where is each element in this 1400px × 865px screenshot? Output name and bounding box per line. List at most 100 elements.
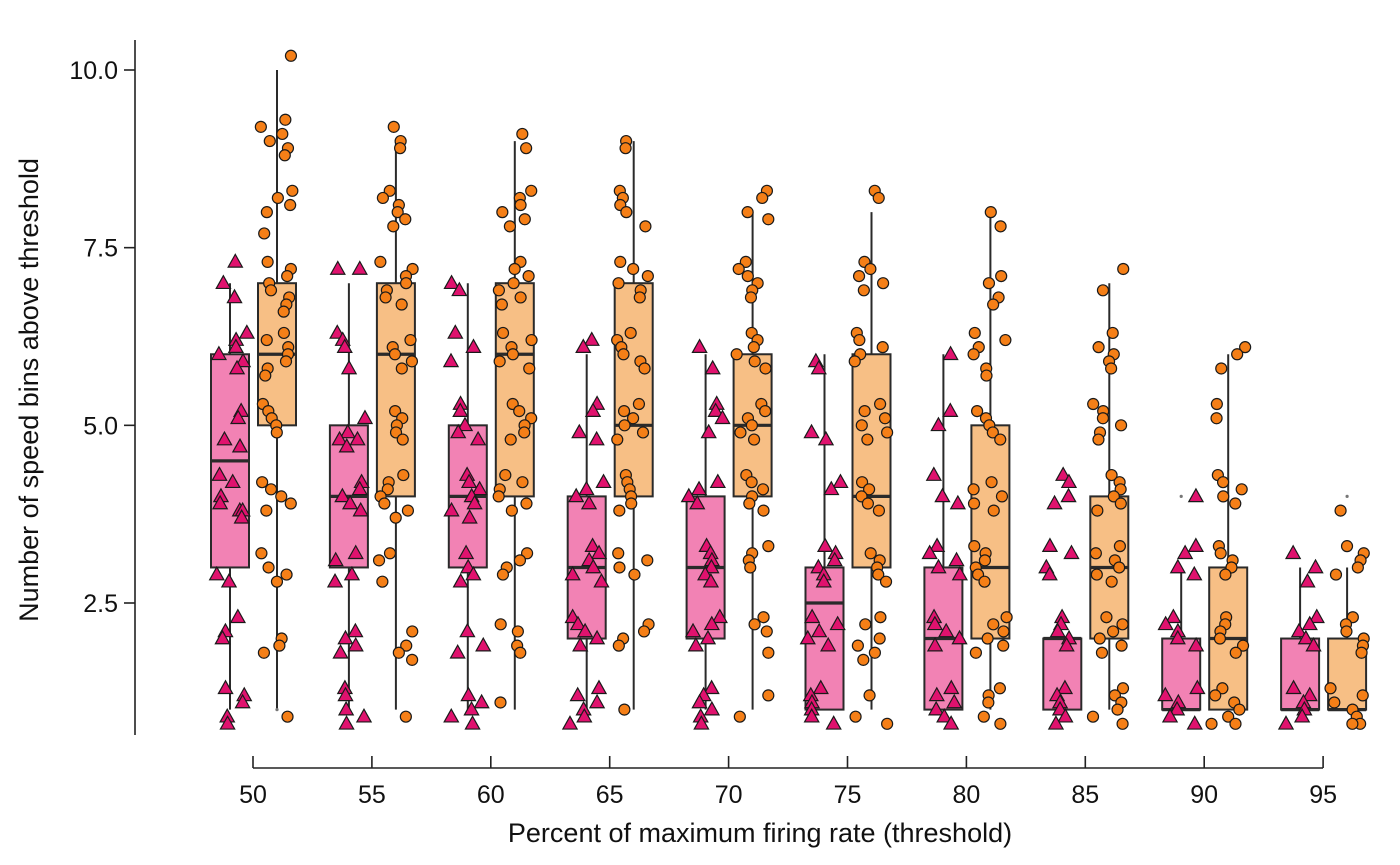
x-tick-label: 95: [1309, 781, 1337, 809]
data-point-circle: [756, 191, 769, 205]
data-point-circle: [1096, 284, 1110, 297]
data-point-circle: [1213, 632, 1227, 645]
data-point-circle: [641, 269, 654, 283]
data-point-triangle: [590, 544, 608, 560]
data-point-circle: [520, 497, 533, 510]
data-point-circle: [405, 355, 419, 368]
x-tick-label: 70: [715, 781, 743, 809]
data-point-circle: [389, 405, 402, 418]
data-point-circle: [733, 710, 746, 723]
data-point-triangle: [228, 359, 246, 375]
data-point-triangle: [815, 572, 832, 588]
data-point-circle: [994, 220, 1007, 233]
data-point-triangle: [700, 423, 717, 439]
data-point-circle: [514, 291, 527, 304]
data-point-circle: [995, 269, 1008, 283]
data-point-circle: [1092, 433, 1105, 446]
data-point-circle: [986, 426, 999, 439]
data-point-triangle: [1057, 707, 1074, 723]
data-point-triangle: [576, 622, 594, 638]
data-point-triangle: [1169, 558, 1187, 574]
data-point-triangle: [829, 615, 846, 631]
box: [494, 282, 535, 498]
data-point-triangle: [1165, 608, 1182, 624]
data-point-triangle: [703, 700, 721, 716]
data-point-triangle: [457, 544, 475, 560]
data-point-circle: [1116, 717, 1129, 730]
data-point-triangle: [326, 572, 344, 588]
data-point-circle: [258, 227, 271, 240]
data-point-circle: [981, 632, 994, 645]
data-point-circle: [1356, 689, 1369, 702]
data-point-circle: [1093, 632, 1106, 645]
data-point-triangle: [921, 544, 938, 560]
data-point-triangle: [447, 324, 464, 339]
data-point-triangle: [1299, 572, 1316, 588]
data-point-triangle: [687, 636, 704, 652]
data-point-circle: [987, 298, 1000, 311]
data-point-circle: [849, 710, 862, 723]
data-point-triangle: [227, 253, 244, 268]
data-point-circle: [747, 433, 761, 446]
data-point-triangle: [693, 715, 710, 730]
data-point-triangle: [1285, 679, 1302, 695]
data-point-circle: [376, 575, 389, 588]
data-point-triangle: [451, 281, 468, 297]
data-point-triangle: [1186, 715, 1203, 730]
data-point-circle: [492, 490, 505, 503]
data-point-triangle: [1305, 636, 1322, 652]
data-point-circle: [395, 362, 408, 375]
box: [851, 353, 892, 569]
data-point-triangle: [347, 544, 364, 560]
data-point-triangle: [578, 480, 595, 496]
data-point-triangle: [1168, 700, 1186, 716]
data-point-circle: [1100, 611, 1113, 624]
data-point-circle: [756, 483, 770, 496]
data-point-circle: [273, 639, 286, 652]
data-point-circle: [286, 184, 299, 197]
data-point-circle: [280, 568, 293, 581]
data-point-circle: [1111, 703, 1124, 716]
box-group: [257, 70, 297, 710]
data-point-circle: [1219, 568, 1232, 581]
data-point-circle: [978, 575, 991, 588]
data-point-triangle: [216, 430, 233, 446]
data-point-triangle: [704, 359, 721, 375]
data-point-triangle: [569, 686, 586, 702]
data-point-circle: [520, 142, 533, 155]
data-point-triangle: [456, 416, 474, 432]
data-point-triangle: [593, 572, 610, 588]
data-point-triangle: [1187, 636, 1205, 652]
data-point-circle: [1214, 547, 1227, 560]
data-point-circle: [1324, 682, 1337, 695]
data-point-circle: [620, 206, 633, 219]
data-point-triangle: [1187, 487, 1205, 503]
data-point-triangle: [351, 260, 368, 275]
data-point-triangle: [224, 473, 241, 489]
data-point-triangle: [1293, 707, 1311, 723]
data-point-triangle: [233, 508, 250, 524]
data-point-triangle: [817, 430, 835, 446]
y-tick-label: 10.0: [69, 57, 118, 85]
data-point-circle: [1351, 561, 1364, 574]
data-point-circle: [1217, 490, 1230, 503]
data-point-circle: [1328, 696, 1341, 709]
data-point-triangle: [707, 402, 724, 417]
data-point-triangle: [1157, 615, 1174, 631]
data-point-circle: [399, 710, 412, 723]
data-point-triangle: [1041, 537, 1059, 552]
data-point-circle: [1346, 717, 1359, 730]
data-point-circle: [279, 355, 293, 368]
data-point-circle: [1106, 625, 1120, 638]
data-point-circle: [1114, 419, 1128, 432]
data-point-circle: [1117, 262, 1130, 276]
data-point-circle: [383, 547, 397, 560]
data-point-circle: [271, 191, 284, 205]
data-point-triangle: [943, 679, 960, 695]
data-point-circle: [256, 476, 269, 489]
data-point-circle: [381, 483, 394, 496]
data-point-circle: [1092, 341, 1105, 354]
data-point-circle: [762, 540, 775, 553]
outlier-point: [275, 708, 279, 712]
data-point-triangle: [691, 338, 708, 354]
